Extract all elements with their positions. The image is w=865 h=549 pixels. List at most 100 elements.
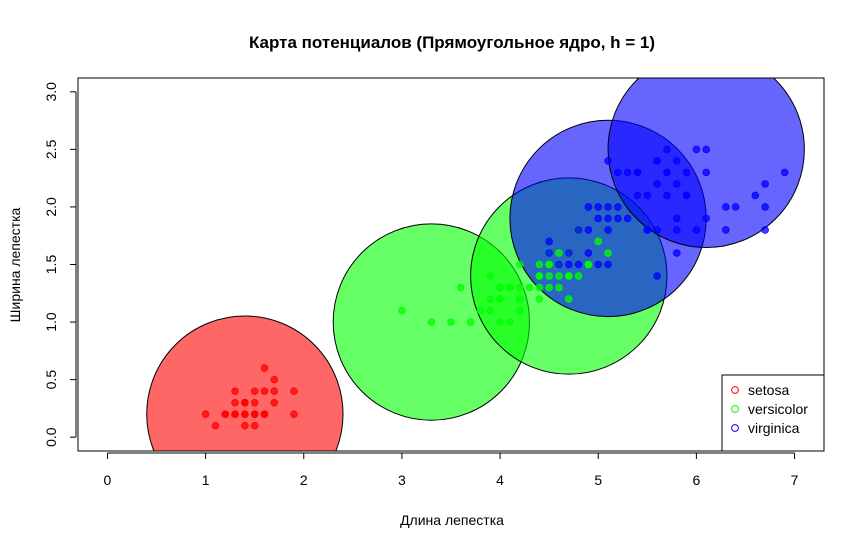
y-tick-label: 1.0 <box>43 312 59 332</box>
point-virginica <box>702 168 711 177</box>
point-virginica <box>672 157 681 165</box>
point-virginica <box>614 214 622 223</box>
point-virginica <box>682 191 691 200</box>
legend-label-setosa: setosa <box>748 382 789 398</box>
point-setosa <box>231 410 239 418</box>
point-virginica <box>545 237 553 246</box>
potential-circles <box>146 78 805 451</box>
point-virginica <box>584 203 593 211</box>
point-versicolor <box>476 306 485 315</box>
legend-marker-versicolor <box>731 405 739 413</box>
point-virginica <box>643 226 652 234</box>
point-setosa <box>250 387 259 395</box>
point-versicolor <box>564 295 573 303</box>
point-virginica <box>604 157 612 165</box>
x-axis-label: Длина лепестка <box>400 512 504 528</box>
point-versicolor <box>447 318 455 326</box>
point-virginica <box>633 191 642 200</box>
point-virginica <box>702 145 711 154</box>
point-virginica <box>594 260 603 269</box>
point-virginica <box>555 260 563 269</box>
point-versicolor <box>457 283 465 292</box>
point-versicolor <box>466 318 475 326</box>
point-virginica <box>564 249 573 257</box>
legend-label-versicolor: versicolor <box>748 401 808 417</box>
y-tick-label: 0.0 <box>43 427 59 447</box>
point-setosa <box>260 387 269 395</box>
point-setosa <box>241 421 249 430</box>
point-virginica <box>653 272 661 280</box>
y-tick-label: 3.0 <box>43 82 59 102</box>
point-virginica <box>702 214 711 223</box>
point-virginica <box>722 226 730 234</box>
point-virginica <box>604 214 612 223</box>
point-virginica <box>584 249 593 257</box>
point-virginica <box>574 260 583 269</box>
point-versicolor <box>515 260 524 269</box>
point-virginica <box>643 191 652 200</box>
x-tick-label: 3 <box>398 472 406 488</box>
point-setosa <box>221 410 230 418</box>
x-tick-label: 4 <box>496 472 504 488</box>
y-tick-label: 0.5 <box>43 370 59 390</box>
point-versicolor <box>604 249 612 257</box>
point-versicolor <box>555 283 563 292</box>
point-versicolor <box>515 295 524 303</box>
point-virginica <box>623 214 632 223</box>
point-versicolor <box>398 306 406 315</box>
point-versicolor <box>486 295 495 303</box>
point-virginica <box>761 203 769 211</box>
point-setosa <box>241 410 249 418</box>
point-versicolor <box>535 272 544 280</box>
point-versicolor <box>594 237 603 246</box>
point-virginica <box>564 260 573 269</box>
x-tick-label: 5 <box>594 472 602 488</box>
x-tick-label: 1 <box>202 472 210 488</box>
point-versicolor <box>545 283 553 292</box>
point-versicolor <box>564 272 573 280</box>
point-versicolor <box>545 260 553 269</box>
point-versicolor <box>535 283 544 292</box>
point-versicolor <box>535 260 544 269</box>
point-virginica <box>663 145 671 154</box>
legend-label-virginica: virginica <box>748 420 800 436</box>
point-virginica <box>672 249 681 257</box>
point-setosa <box>260 410 269 418</box>
y-axis: 0.0 0.5 1.0 1.5 2.0 2.5 3.0 <box>43 82 77 447</box>
point-virginica <box>653 157 661 165</box>
point-versicolor <box>506 318 514 326</box>
point-virginica <box>722 203 730 211</box>
point-versicolor <box>525 283 534 292</box>
point-setosa <box>270 375 279 384</box>
point-versicolor <box>506 283 514 292</box>
point-virginica <box>594 203 603 211</box>
legend: setosa versicolor virginica <box>721 374 825 452</box>
point-virginica <box>614 168 622 177</box>
legend-box <box>721 374 825 452</box>
point-setosa <box>290 410 298 418</box>
y-tick-label: 2.5 <box>43 139 59 159</box>
point-virginica <box>584 226 593 234</box>
point-virginica <box>623 168 632 177</box>
point-virginica <box>672 214 681 223</box>
point-virginica <box>672 180 681 188</box>
x-tick-label: 2 <box>300 472 308 488</box>
point-virginica <box>574 226 583 234</box>
point-versicolor <box>496 295 504 303</box>
point-virginica <box>594 214 603 223</box>
point-virginica <box>663 168 671 177</box>
point-versicolor <box>584 260 593 269</box>
point-versicolor <box>555 272 563 280</box>
y-tick-label: 1.5 <box>43 255 59 275</box>
point-setosa <box>270 398 279 407</box>
point-virginica <box>780 168 789 177</box>
y-tick-label: 2.0 <box>43 197 59 217</box>
point-setosa <box>250 410 259 418</box>
point-versicolor <box>486 306 495 315</box>
point-virginica <box>731 203 740 211</box>
point-virginica <box>692 226 701 234</box>
plot-frame <box>77 77 825 452</box>
point-setosa <box>290 387 298 395</box>
x-tick-label: 6 <box>692 472 700 488</box>
point-versicolor <box>515 306 524 315</box>
